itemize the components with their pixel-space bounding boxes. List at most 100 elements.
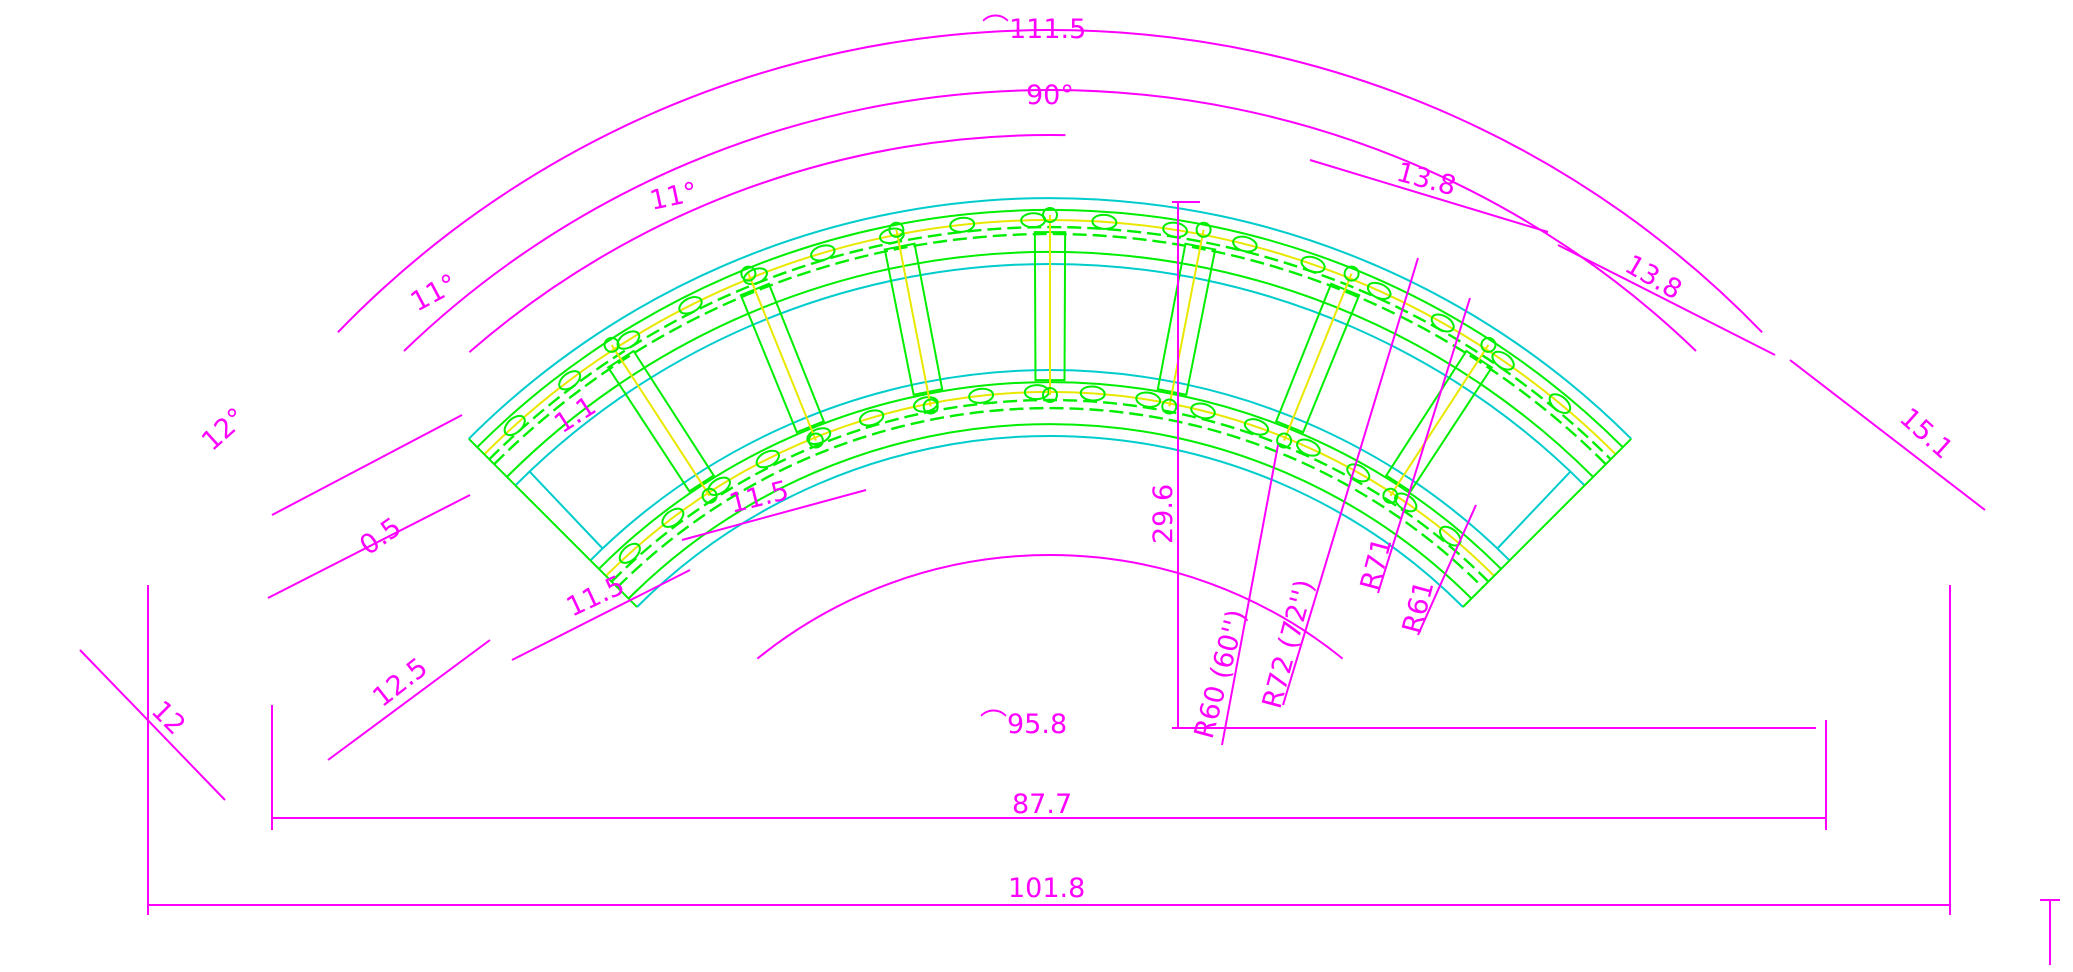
bolt-top xyxy=(603,336,620,353)
inner-slot xyxy=(618,542,641,564)
end-bracket xyxy=(1508,484,1586,562)
inner-slot xyxy=(1243,418,1270,436)
label-seg-13-8-a: 13.8 xyxy=(1393,157,1459,203)
label-radius-72: R72 (72'') xyxy=(1257,576,1321,711)
dim-inner-12-5 xyxy=(327,639,491,761)
dim-gap-0-5 xyxy=(267,494,471,599)
conveyor-geometry xyxy=(468,197,1632,608)
cross-member-centerline xyxy=(895,229,932,407)
bolt-bottom xyxy=(922,398,939,415)
cross-member-centerline xyxy=(610,344,711,497)
cross-member-body xyxy=(1033,231,1067,382)
dim-arc-inner xyxy=(756,554,1344,660)
cross-member xyxy=(1382,336,1497,504)
label-gap-0-5: 0.5 xyxy=(354,512,407,562)
dimension-lines xyxy=(79,29,2060,965)
inner-track-line xyxy=(616,406,1484,589)
dim-seg-15-1 xyxy=(1789,359,1986,511)
inner-slot xyxy=(1135,391,1162,408)
bolt-top xyxy=(888,221,905,238)
dim-arc-angles xyxy=(468,134,1066,353)
label-angle-12: 12° xyxy=(196,402,252,457)
cross-member xyxy=(1156,221,1217,415)
outer-slot xyxy=(678,296,703,315)
label-width-12: 12 xyxy=(145,695,191,741)
inner-track-line xyxy=(610,398,1490,583)
bolt-bottom xyxy=(807,432,824,449)
inner-slot xyxy=(1023,384,1050,401)
dim-radius-72 xyxy=(1282,257,1419,706)
bolt-top xyxy=(1042,207,1058,223)
cross-member-centerline xyxy=(1283,273,1353,441)
dim-width-12 xyxy=(79,649,226,801)
inner-slot xyxy=(858,409,885,427)
end-bracket xyxy=(514,484,592,562)
bolt-bottom xyxy=(1161,398,1178,415)
outer-slot xyxy=(503,414,526,437)
cross-member xyxy=(1274,265,1361,449)
dim-arc-outer xyxy=(337,29,1763,333)
outer-slot xyxy=(1491,350,1515,371)
inner-track-line xyxy=(636,434,1464,608)
label-seg-15-1: 15.1 xyxy=(1893,402,1958,465)
label-radius-60: R60 (60'') xyxy=(1189,606,1253,741)
bolt-bottom xyxy=(1276,432,1293,449)
dim-radius-60 xyxy=(1221,444,1279,746)
label-radius-71: R71 xyxy=(1355,534,1399,593)
dim-arc-90 xyxy=(403,89,1697,352)
end-bracket xyxy=(528,470,604,550)
inner-slot xyxy=(968,387,995,404)
bolt-top xyxy=(740,265,757,282)
inner-slot xyxy=(1394,492,1418,513)
bolt-bottom xyxy=(1042,387,1058,403)
label-height-29-6: 29.6 xyxy=(1148,484,1179,544)
outer-track-line xyxy=(493,232,1607,466)
label-angle-90: 90° xyxy=(1026,80,1074,111)
inner-slot xyxy=(755,449,780,469)
bolt-bottom xyxy=(701,487,718,504)
cross-member-body xyxy=(606,349,716,493)
cross-member xyxy=(883,221,944,415)
end-cap xyxy=(1583,438,1632,487)
inner-slot xyxy=(1296,438,1321,457)
inner-track-line xyxy=(598,381,1502,570)
inner-slot xyxy=(1346,463,1371,483)
bolt-bottom xyxy=(1382,487,1399,504)
label-seg-13-8-b: 13.8 xyxy=(1620,249,1688,306)
cross-member-body xyxy=(883,242,944,396)
inner-track-line xyxy=(627,423,1473,600)
outer-slot xyxy=(1091,213,1118,230)
end-cap xyxy=(468,438,517,487)
dim-radius-71 xyxy=(1377,297,1471,594)
dim-seg-13-8-a xyxy=(1309,159,1549,233)
outer-slot xyxy=(743,267,768,286)
outer-slot xyxy=(1232,235,1258,253)
outer-slot xyxy=(1548,393,1572,414)
cross-member-body xyxy=(739,282,826,434)
end-cap xyxy=(1462,559,1511,608)
outer-slot xyxy=(1162,221,1189,238)
dim-gap-1-1 xyxy=(271,414,463,516)
cross-member-body xyxy=(1274,282,1361,434)
label-inner-11-5-b: 11.5 xyxy=(562,570,630,624)
inner-slot xyxy=(806,427,832,445)
bolt-top xyxy=(1480,336,1497,353)
cross-member-centerline xyxy=(747,273,817,441)
label-radius-61: R61 xyxy=(1397,577,1441,636)
cross-member xyxy=(739,265,826,449)
outer-slot xyxy=(879,227,905,245)
outer-slot xyxy=(1300,255,1326,274)
cross-member xyxy=(603,336,718,504)
dim-seg-13-8-b xyxy=(1557,244,1776,356)
bolt-top xyxy=(1343,265,1360,282)
cross-member xyxy=(1033,207,1067,403)
inner-slot xyxy=(661,507,685,528)
inner-slot xyxy=(913,396,939,413)
dim-inner-11-5-b xyxy=(511,569,691,661)
label-angle-11-mid: 11° xyxy=(406,268,463,318)
label-inner-12-5: 12.5 xyxy=(367,652,433,713)
inner-slot xyxy=(707,476,731,496)
outer-slot xyxy=(810,244,836,262)
bolt-top xyxy=(1195,221,1212,238)
